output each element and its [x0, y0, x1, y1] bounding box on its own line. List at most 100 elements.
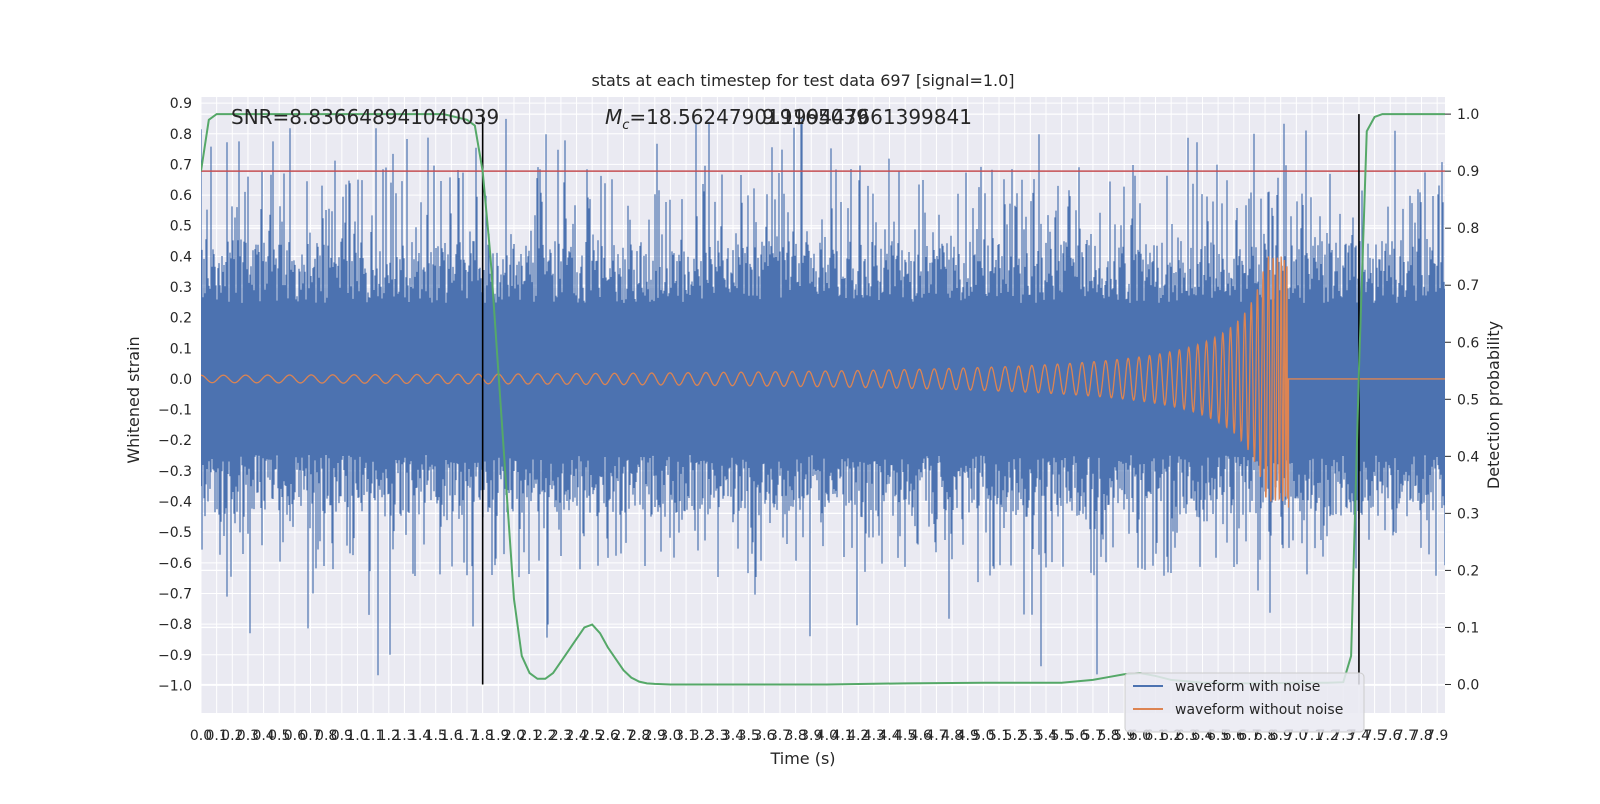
x-axis-label: Time (s) — [769, 749, 835, 768]
x-tick-label: 4.4 — [878, 728, 900, 744]
x-tick-label: 0.0 — [190, 728, 212, 744]
y-tick-label: 0.2 — [170, 311, 192, 327]
x-tick-label: 3.9 — [800, 728, 822, 744]
x-tick-labels: 0.00.10.20.30.40.50.60.70.80.91.01.11.21… — [190, 728, 1448, 744]
y-tick-labels: −1.0 −0.9 −0.8 −0.7 −0.6 −0.5 −0.4 −0.3 −0.2 −0.1… — [158, 96, 192, 694]
x-tick-label: 5.6 — [1066, 728, 1088, 744]
x-tick-label: 0.8 — [315, 728, 337, 744]
y-tick-label: −0.6 — [158, 556, 192, 572]
x-tick-label: 0.9 — [331, 728, 353, 744]
x-tick-label: 3.6 — [753, 728, 775, 744]
overlap-annotation: 9.199447661399841 — [762, 105, 972, 129]
x-tick-label: 1.4 — [409, 728, 431, 744]
y2-tick-label: 0.2 — [1457, 563, 1479, 579]
y-tick-label: 0.7 — [170, 157, 192, 173]
x-tick-label: 0.7 — [299, 728, 321, 744]
y-tick-label: 0.1 — [170, 341, 192, 357]
y2-tick-labels: 0.0 0.1 0.2 0.3 0.4 0.5 0.6 0.7 0.8 0.9 1.0 — [1445, 107, 1479, 693]
x-tick-label: 2.4 — [565, 728, 587, 744]
x-tick-label: 7.9 — [1426, 728, 1448, 744]
x-tick-label: 3.2 — [691, 728, 713, 744]
x-tick-label: 4.2 — [847, 728, 869, 744]
x-tick-label: 3.4 — [722, 728, 744, 744]
y2-tick-label: 0.1 — [1457, 620, 1479, 636]
chirp-mass-symbol: M — [605, 105, 622, 129]
y-tick-label: −0.8 — [158, 617, 192, 633]
y2-tick-label: 0.6 — [1457, 335, 1479, 351]
x-tick-label: 1.3 — [393, 728, 415, 744]
x-tick-label: 3.1 — [675, 728, 697, 744]
legend: waveform with noise waveform without noi… — [1124, 672, 1365, 733]
x-tick-label: 1.7 — [456, 728, 478, 744]
y-tick-label: 0.6 — [170, 188, 192, 204]
y2-tick-label: 0.4 — [1457, 449, 1479, 465]
snr-annotation: SNR=8.836648941040039 — [231, 105, 499, 129]
y-tick-label: −1.0 — [158, 678, 192, 694]
y2-tick-label: 0.9 — [1457, 164, 1479, 180]
y-tick-label: −0.9 — [158, 648, 192, 664]
legend-label-chirp: waveform without noise — [1175, 702, 1343, 718]
x-tick-label: 5.8 — [1097, 728, 1119, 744]
y-tick-label: 0.0 — [170, 372, 192, 388]
x-tick-label: 5.1 — [988, 728, 1010, 744]
y-tick-label: −0.4 — [158, 495, 192, 511]
x-tick-label: 4.1 — [831, 728, 853, 744]
chart-title: stats at each timestep for test data 697… — [591, 71, 1014, 90]
y2-tick-label: 0.8 — [1457, 221, 1479, 237]
x-tick-label: 4.0 — [816, 728, 838, 744]
y2-tick-label: 0.5 — [1457, 392, 1479, 408]
chirp-waveform — [201, 256, 1445, 508]
x-tick-label: 5.4 — [1035, 728, 1057, 744]
y2-tick-label: 0.0 — [1457, 677, 1479, 693]
y-tick-label: −0.7 — [158, 586, 192, 602]
x-tick-label: 2.0 — [503, 728, 525, 744]
x-tick-label: 2.6 — [597, 728, 619, 744]
x-tick-label: 4.5 — [894, 728, 916, 744]
x-tick-label: 4.3 — [863, 728, 885, 744]
x-tick-label: 0.6 — [284, 728, 306, 744]
x-tick-label: 5.7 — [1082, 728, 1104, 744]
x-tick-label: 7.5 — [1363, 728, 1385, 744]
x-tick-label: 1.9 — [487, 728, 509, 744]
y2-axis-label: Detection probability — [1484, 321, 1503, 489]
y-tick-label: −0.3 — [158, 464, 192, 480]
x-tick-label: 2.5 — [581, 728, 603, 744]
x-tick-label: 0.4 — [252, 728, 274, 744]
y2-tick-label: 1.0 — [1457, 107, 1479, 123]
x-tick-label: 3.7 — [769, 728, 791, 744]
x-tick-label: 5.0 — [972, 728, 994, 744]
x-tick-label: 2.3 — [550, 728, 572, 744]
x-tick-label: 1.0 — [346, 728, 368, 744]
x-tick-label: 1.6 — [440, 728, 462, 744]
x-tick-label: 0.2 — [221, 728, 243, 744]
x-tick-label: 7.7 — [1395, 728, 1417, 744]
x-tick-label: 3.5 — [738, 728, 760, 744]
y-tick-label: 0.8 — [170, 127, 192, 143]
y-tick-label: 0.5 — [170, 219, 192, 235]
x-tick-label: 3.0 — [659, 728, 681, 744]
x-tick-label: 0.5 — [268, 728, 290, 744]
y-tick-label: 0.3 — [170, 280, 192, 296]
x-tick-label: 3.3 — [706, 728, 728, 744]
x-tick-label: 1.5 — [425, 728, 447, 744]
chirp-mass-value: =18.562479019165039 — [629, 105, 868, 129]
x-tick-label: 1.8 — [472, 728, 494, 744]
y-tick-label: 0.9 — [170, 96, 192, 112]
y-tick-label: 0.4 — [170, 249, 192, 265]
x-tick-label: 2.1 — [518, 728, 540, 744]
x-tick-label: 2.2 — [534, 728, 556, 744]
x-tick-label: 7.8 — [1410, 728, 1432, 744]
x-tick-label: 7.6 — [1379, 728, 1401, 744]
y-axis-label: Whitened strain — [124, 336, 143, 463]
chirp-waveform-line — [201, 256, 1445, 508]
x-tick-label: 3.8 — [784, 728, 806, 744]
x-tick-label: 2.8 — [628, 728, 650, 744]
x-tick-label: 2.9 — [644, 728, 666, 744]
x-tick-label: 0.1 — [206, 728, 228, 744]
legend-box — [1124, 672, 1365, 733]
x-tick-label: 1.2 — [378, 728, 400, 744]
y2-tick-label: 0.7 — [1457, 278, 1479, 294]
y2-tick-label: 0.3 — [1457, 506, 1479, 522]
